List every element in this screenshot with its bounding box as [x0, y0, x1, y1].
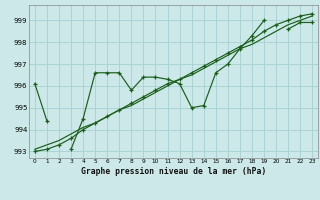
X-axis label: Graphe pression niveau de la mer (hPa): Graphe pression niveau de la mer (hPa): [81, 167, 266, 176]
